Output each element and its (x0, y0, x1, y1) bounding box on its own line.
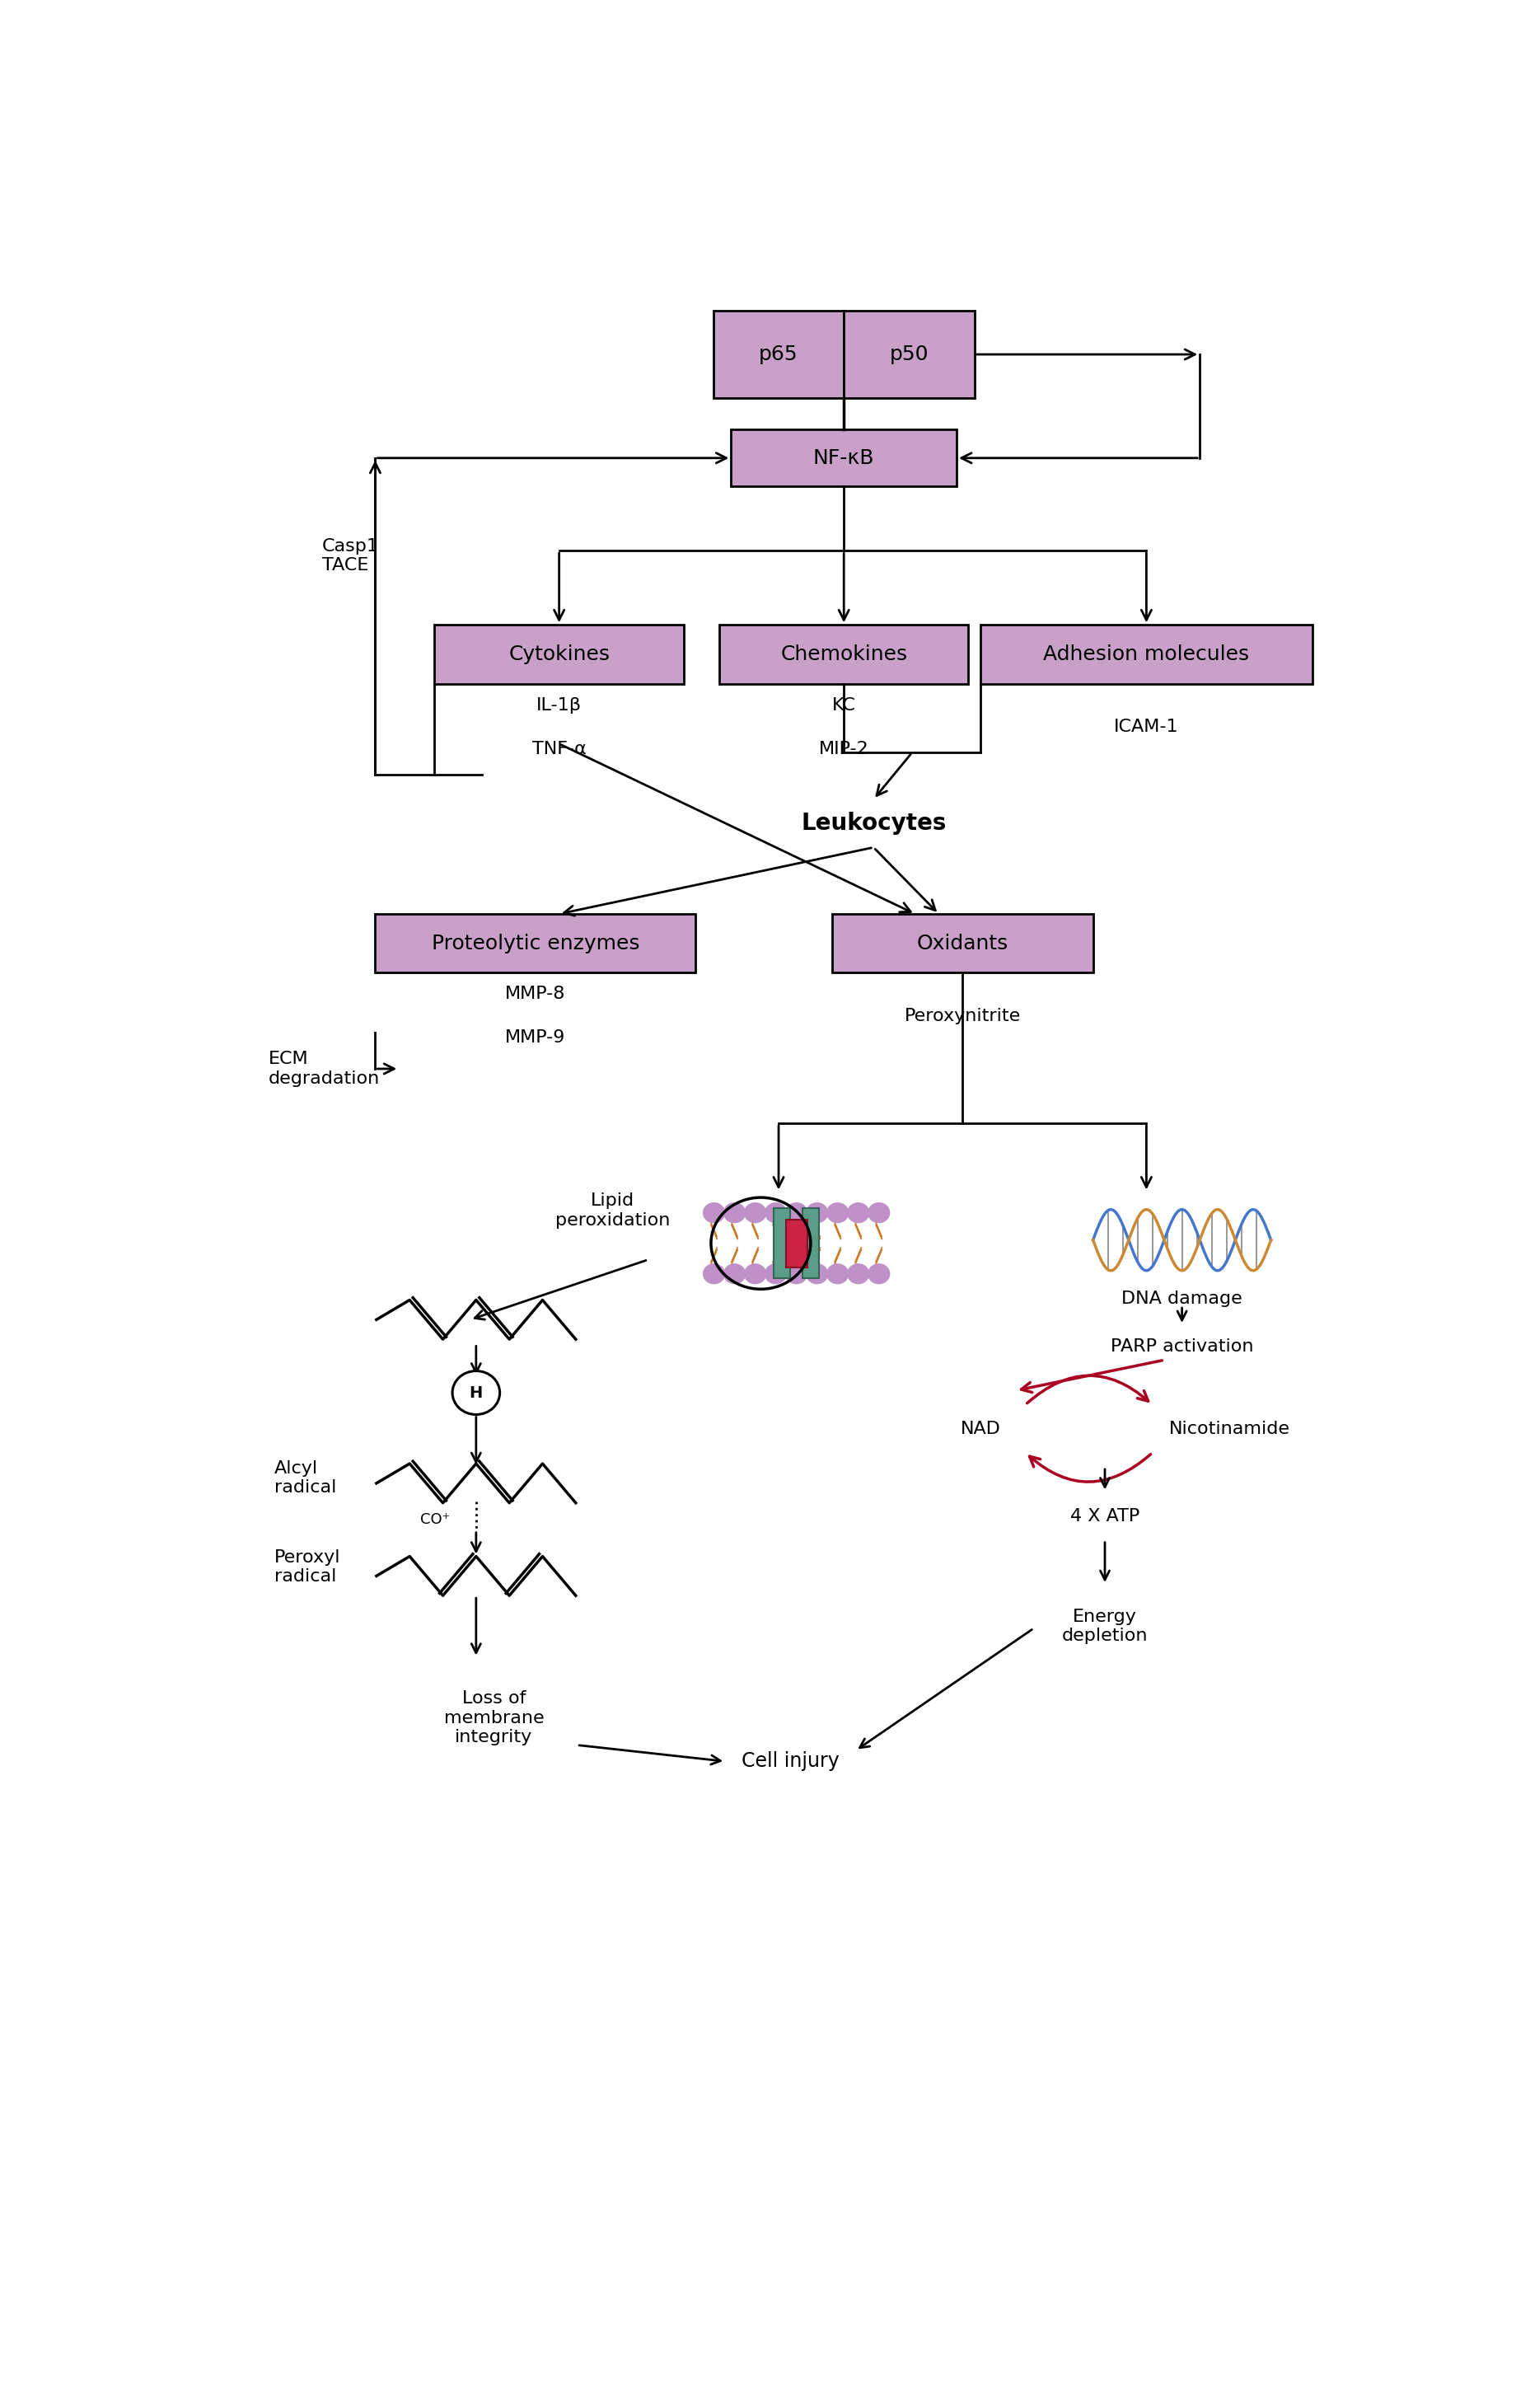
Circle shape (453, 1370, 499, 1413)
Text: Casp1
TACE: Casp1 TACE (321, 539, 378, 573)
Text: NF-κB: NF-κB (812, 448, 874, 467)
Text: H: H (470, 1385, 482, 1401)
Text: MMP-9: MMP-9 (505, 1031, 565, 1045)
Text: 4 X ATP: 4 X ATP (1069, 1507, 1138, 1524)
Text: MIP-2: MIP-2 (819, 742, 869, 756)
FancyBboxPatch shape (731, 429, 956, 486)
Text: IL-1β: IL-1β (536, 696, 581, 713)
FancyBboxPatch shape (713, 311, 843, 397)
Text: ECM
degradation: ECM degradation (268, 1050, 379, 1086)
FancyBboxPatch shape (979, 626, 1311, 684)
Circle shape (744, 1264, 765, 1283)
Text: Cell injury: Cell injury (741, 1751, 838, 1772)
Text: p65: p65 (759, 344, 797, 364)
FancyBboxPatch shape (774, 1209, 789, 1279)
Text: TNF-α: TNF-α (532, 742, 586, 756)
FancyBboxPatch shape (435, 626, 684, 684)
FancyBboxPatch shape (832, 915, 1092, 973)
Text: Energy
depletion: Energy depletion (1062, 1609, 1148, 1645)
Circle shape (806, 1204, 828, 1223)
Text: Proteolytic enzymes: Proteolytic enzymes (431, 934, 640, 954)
Text: Nicotinamide: Nicotinamide (1169, 1421, 1290, 1438)
Circle shape (785, 1264, 806, 1283)
Text: KC: KC (831, 696, 855, 713)
Text: Peroxyl
radical: Peroxyl radical (274, 1548, 341, 1584)
Text: CO⁺: CO⁺ (421, 1512, 450, 1527)
FancyBboxPatch shape (785, 1218, 806, 1267)
FancyBboxPatch shape (802, 1209, 819, 1279)
FancyBboxPatch shape (719, 626, 968, 684)
Circle shape (744, 1204, 765, 1223)
Circle shape (765, 1204, 786, 1223)
Text: Cytokines: Cytokines (508, 645, 609, 665)
Text: p50: p50 (889, 344, 929, 364)
Text: NAD: NAD (959, 1421, 1001, 1438)
Circle shape (868, 1264, 889, 1283)
Circle shape (806, 1264, 828, 1283)
Text: DNA damage: DNA damage (1121, 1291, 1242, 1308)
Circle shape (702, 1264, 724, 1283)
Text: Loss of
membrane
integrity: Loss of membrane integrity (444, 1690, 543, 1746)
Circle shape (826, 1204, 848, 1223)
Text: Chemokines: Chemokines (780, 645, 907, 665)
Circle shape (724, 1204, 745, 1223)
Text: PARP activation: PARP activation (1109, 1339, 1253, 1356)
Text: Adhesion molecules: Adhesion molecules (1043, 645, 1248, 665)
Circle shape (868, 1204, 889, 1223)
Text: Leukocytes: Leukocytes (800, 811, 946, 836)
Circle shape (826, 1264, 848, 1283)
FancyBboxPatch shape (843, 311, 973, 397)
Text: MMP-8: MMP-8 (505, 985, 565, 1002)
Text: Oxidants: Oxidants (916, 934, 1008, 954)
Circle shape (724, 1264, 745, 1283)
Text: ICAM-1: ICAM-1 (1114, 718, 1178, 734)
FancyBboxPatch shape (375, 915, 695, 973)
Text: Alcyl
radical: Alcyl radical (274, 1459, 337, 1495)
Circle shape (848, 1204, 869, 1223)
Text: Lipid
peroxidation: Lipid peroxidation (555, 1192, 670, 1228)
Text: Peroxynitrite: Peroxynitrite (904, 1007, 1021, 1023)
Circle shape (848, 1264, 869, 1283)
Circle shape (702, 1204, 724, 1223)
Circle shape (765, 1264, 786, 1283)
Circle shape (785, 1204, 806, 1223)
